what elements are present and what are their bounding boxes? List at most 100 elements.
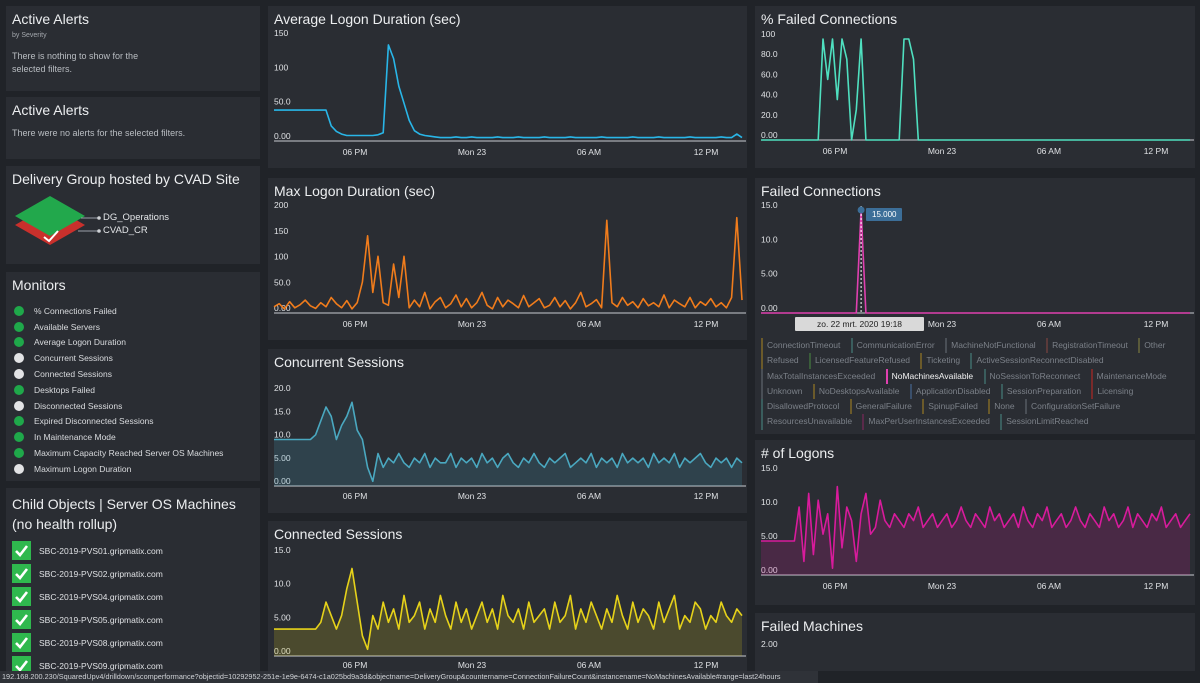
panel-subtitle: by Severity [12,32,47,39]
monitor-item[interactable]: Expired Disconnected Sessions [12,414,223,430]
legend-item[interactable]: ConfigurationSetFailure [1024,399,1120,415]
not-monitored-status-icon [14,463,24,474]
healthy-status-icon [14,448,24,459]
child-object-item[interactable]: SBC-2019-PVS08.gripmatix.com [12,631,163,654]
avg-logon-duration-chart[interactable]: 150 100 50.0 0.00 06 PM Mon 23 06 AM 12 PM [268,6,747,168]
y-tick-label: 150 [274,226,288,236]
x-tick-label: 06 PM [343,147,368,157]
logons-chart[interactable]: 15.0 10.0 5.00 0.00 06 PM Mon 23 06 AM 12 PM [755,440,1195,605]
x-tick-label: Mon 23 [458,491,487,501]
x-tick-label: Mon 23 [928,319,957,329]
cvad-cr-label[interactable]: CVAD_CR [103,225,148,236]
monitor-item[interactable]: Maximum Logon Duration [12,461,223,477]
not-monitored-status-icon [14,400,24,411]
child-object-item[interactable]: SBC-2019-PVS01.gripmatix.com [12,539,163,562]
concurrent-sessions-chart[interactable]: 20.0 15.0 10.0 5.00 0.00 06 PM Mon 23 06 AM 12 P… [268,349,747,513]
child-object-item[interactable]: SBC-2019-PVS04.gripmatix.com [12,585,163,608]
child-object-label: SBC-2019-PVS09.gripmatix.com [39,660,163,671]
legend-item[interactable]: MaintenanceMode [1090,368,1167,384]
legend-item[interactable]: MaxTotalInstancesExceeded [761,368,875,384]
legend-item[interactable]: Licensing [1091,383,1133,400]
series-area [761,486,1190,575]
monitor-item[interactable]: Connected Sessions [12,366,223,382]
y-tick-label: 15.0 [761,463,778,473]
failed-machines-panel: Failed Machines 2.00 [755,613,1195,671]
x-tick-label: 06 PM [343,319,368,329]
monitor-item[interactable]: % Connections Failed [12,303,223,319]
legend-item[interactable]: SessionLimitReached [1000,414,1088,430]
panel-title: Max Logon Duration (sec) [274,183,436,199]
connected-sessions-chart[interactable]: 15.0 10.0 5.00 0.00 06 PM Mon 23 06 AM 12 PM [268,521,747,671]
monitor-item[interactable]: Available Servers [12,319,223,335]
monitor-label: Desktops Failed [34,384,95,395]
y-tick-label: 20.0 [761,110,778,120]
healthy-check-icon [12,656,31,671]
legend-item[interactable]: Unknown [761,383,802,400]
failed-connections-chart[interactable]: 15.0 10.0 5.00 0.00 Mon 23 06 AM 12 PM [755,178,1195,338]
legend-item[interactable]: LicensedFeatureRefused [809,353,910,369]
y-tick-label: 40.0 [761,90,778,100]
legend-item[interactable]: Refused [761,353,799,369]
x-tick-label: 12 PM [694,147,719,157]
legend-item[interactable]: DisallowedProtocol [761,399,839,415]
series-line [274,44,743,139]
y-tick-label: 10.0 [274,430,291,440]
child-object-label: SBC-2019-PVS02.gripmatix.com [39,568,163,579]
legend-item[interactable]: CommunicationError [850,338,935,354]
hover-value-tooltip: 15.000 [866,208,903,221]
y-tick-label: 10.0 [274,579,291,589]
y-tick-label: 10.0 [761,497,778,507]
legend-item[interactable]: ActiveSessionReconnectDisabled [970,353,1104,369]
monitor-label: Available Servers [34,321,100,332]
monitor-item[interactable]: Concurrent Sessions [12,350,223,366]
monitor-item[interactable]: Disconnected Sessions [12,398,223,414]
monitor-label: In Maintenance Mode [34,432,116,443]
x-tick-label: Mon 23 [458,660,487,670]
dg-operations-label[interactable]: DG_Operations [103,212,170,223]
x-tick-label: 12 PM [1144,581,1169,591]
legend-item[interactable]: SessionPreparation [1000,383,1081,400]
not-monitored-status-icon [14,369,24,380]
failed-machines-chart[interactable]: 2.00 [755,613,1195,671]
child-object-item[interactable]: SBC-2019-PVS09.gripmatix.com [12,654,163,671]
monitor-item[interactable]: Desktops Failed [12,382,223,398]
y-tick-label: 0.00 [274,476,291,486]
legend-item[interactable]: GeneralFailure [849,399,912,415]
legend-item[interactable]: NoDesktopsAvailable [812,383,899,400]
child-object-item[interactable]: SBC-2019-PVS05.gripmatix.com [12,608,163,631]
panel-title: Average Logon Duration (sec) [274,11,461,27]
legend-item[interactable]: RegistrationTimeout [1046,338,1128,354]
delivery-group-panel: Delivery Group hosted by CVAD Site DG_Op… [6,166,260,264]
monitor-label: Concurrent Sessions [34,353,113,364]
panel-title: Connected Sessions [274,526,403,542]
x-tick-label: 12 PM [1144,319,1169,329]
y-tick-label: 60.0 [761,69,778,79]
monitor-item[interactable]: Average Logon Duration [12,335,223,351]
legend-item[interactable]: ConnectionTimeout [761,338,840,354]
legend-item[interactable]: MaxPerUserInstancesExceeded [862,414,990,430]
legend-item[interactable]: NoSessionToReconnect [983,368,1080,384]
child-object-item[interactable]: SBC-2019-PVS02.gripmatix.com [12,562,163,585]
monitor-item[interactable]: Maximum Capacity Reached Server OS Machi… [12,445,223,461]
y-tick-label: 5.00 [761,531,778,541]
legend-item[interactable]: MachineNotFunctional [945,338,1036,354]
child-object-label: SBC-2019-PVS05.gripmatix.com [39,614,163,625]
monitor-item[interactable]: In Maintenance Mode [12,429,223,445]
x-tick-label: 12 PM [694,319,719,329]
child-objects-panel: Child Objects | Server OS Machines (no h… [6,488,260,671]
series-line [761,485,1191,569]
legend-item[interactable]: None [988,399,1015,415]
legend-item[interactable]: Ticketing [920,353,960,369]
legend-item[interactable]: ResourcesUnavailable [761,414,852,430]
legend-item[interactable]: ApplicationDisabled [909,383,991,400]
panel-title: Monitors [12,277,66,293]
delivery-group-diagram[interactable] [6,166,260,264]
y-tick-label: 15.0 [274,545,291,555]
pct-failed-connections-chart[interactable]: 100 80.0 60.0 40.0 20.0 0.00 06 PM Mon 23 06 AM 1… [755,6,1195,168]
legend-item[interactable]: NoMachinesAvailable [885,368,973,384]
status-bar-url: 192.168.200.230/SquaredUpv4/drilldown/sc… [0,671,818,683]
panel-title: Active Alerts [12,11,90,27]
legend-item[interactable]: SpinupFailed [922,399,978,415]
legend-item[interactable]: Other [1138,338,1165,354]
